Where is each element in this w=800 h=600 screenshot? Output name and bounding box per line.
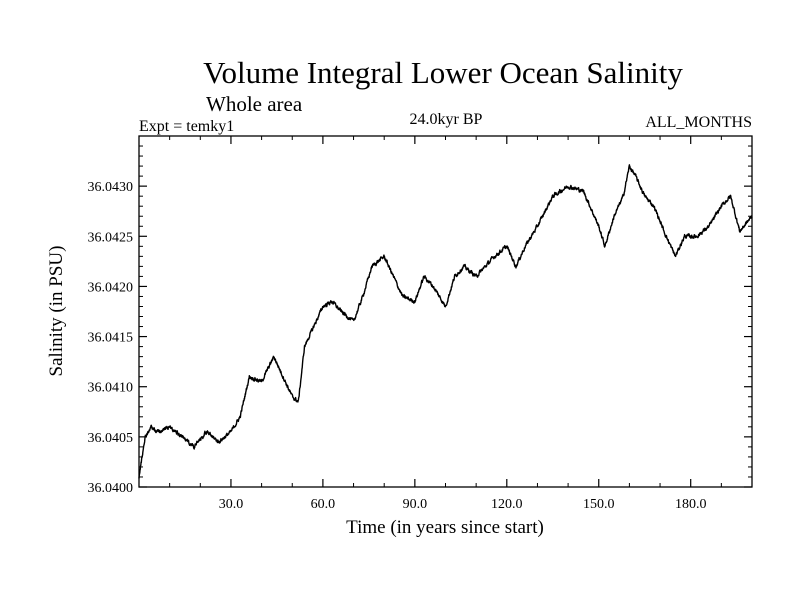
y-tick-label: 36.0430 xyxy=(88,180,134,195)
x-tick-label: 30.0 xyxy=(219,497,244,512)
plot-frame xyxy=(138,135,753,488)
y-axis-label: Salinity (in PSU) xyxy=(46,246,67,377)
period-label: 24.0kyr BP xyxy=(410,111,483,128)
chart-title: Volume Integral Lower Ocean Salinity xyxy=(203,55,683,90)
experiment-label: Expt = temky1 xyxy=(139,118,234,135)
chart-subtitle: Whole area xyxy=(206,92,303,116)
x-tick-label: 120.0 xyxy=(491,497,523,512)
x-tick-label: 150.0 xyxy=(583,497,615,512)
months-label: ALL_MONTHS xyxy=(645,114,752,131)
x-tick-label: 180.0 xyxy=(675,497,707,512)
salinity-series-line xyxy=(138,164,753,479)
x-axis-label: Time (in years since start) xyxy=(346,517,544,538)
y-tick-label: 36.0420 xyxy=(88,280,134,295)
x-axis: 30.0 60.0 90.0 120.0 150.0 180.0 xyxy=(169,136,722,512)
y-axis: 36.0400 36.0405 36.0410 36.0415 36.0420 36.04… xyxy=(88,145,752,496)
x-tick-label: 90.0 xyxy=(403,497,428,512)
y-tick-label: 36.0400 xyxy=(88,481,134,496)
y-tick-label: 36.0425 xyxy=(88,230,134,245)
y-tick-label: 36.0410 xyxy=(88,381,134,396)
x-tick-label: 60.0 xyxy=(311,497,336,512)
y-tick-label: 36.0415 xyxy=(88,331,134,346)
y-tick-label: 36.0405 xyxy=(88,431,134,446)
